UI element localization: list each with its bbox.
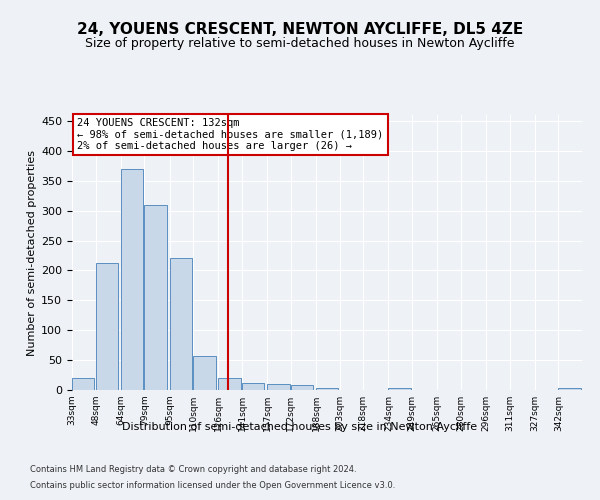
Bar <box>559 388 581 390</box>
Bar <box>72 378 94 390</box>
Bar <box>145 204 167 390</box>
Bar <box>267 384 290 390</box>
Bar <box>95 264 118 390</box>
Bar <box>316 388 338 390</box>
Bar <box>218 378 241 390</box>
Y-axis label: Number of semi-detached properties: Number of semi-detached properties <box>27 150 37 356</box>
Text: 24 YOUENS CRESCENT: 132sqm
← 98% of semi-detached houses are smaller (1,189)
2% : 24 YOUENS CRESCENT: 132sqm ← 98% of semi… <box>77 118 383 151</box>
Text: 24, YOUENS CRESCENT, NEWTON AYCLIFFE, DL5 4ZE: 24, YOUENS CRESCENT, NEWTON AYCLIFFE, DL… <box>77 22 523 38</box>
Bar <box>121 169 143 390</box>
Text: Distribution of semi-detached houses by size in Newton Aycliffe: Distribution of semi-detached houses by … <box>122 422 478 432</box>
Text: Contains HM Land Registry data © Crown copyright and database right 2024.: Contains HM Land Registry data © Crown c… <box>30 466 356 474</box>
Bar <box>170 258 192 390</box>
Bar <box>242 383 265 390</box>
Bar <box>291 385 313 390</box>
Text: Size of property relative to semi-detached houses in Newton Aycliffe: Size of property relative to semi-detach… <box>85 38 515 51</box>
Bar <box>193 356 215 390</box>
Text: Contains public sector information licensed under the Open Government Licence v3: Contains public sector information licen… <box>30 480 395 490</box>
Bar <box>388 388 411 390</box>
